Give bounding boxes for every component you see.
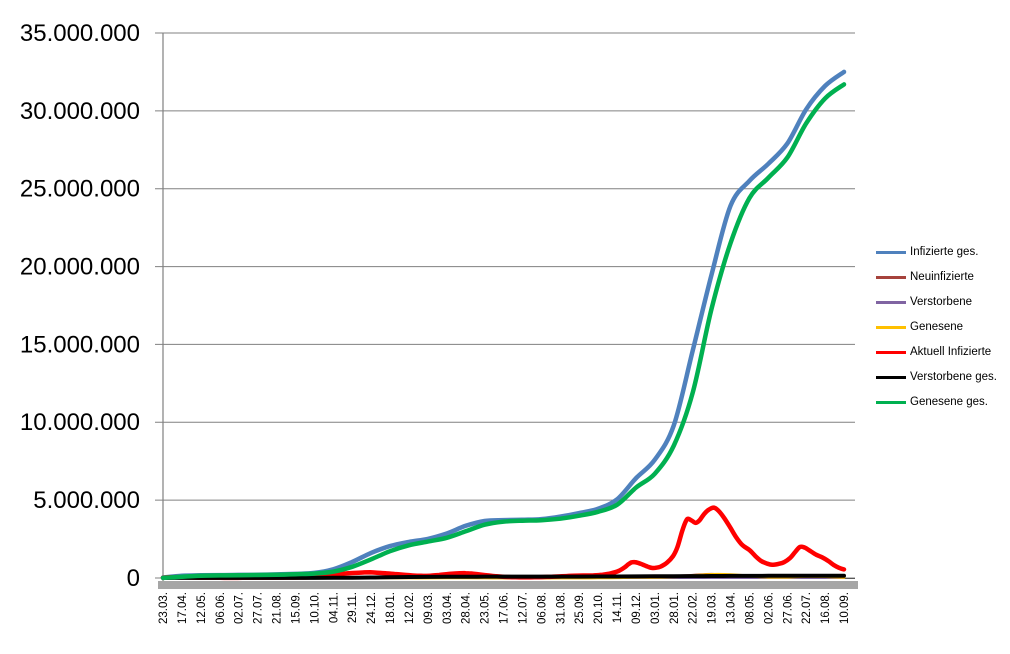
- legend-item: Infizierte ges.: [876, 240, 997, 265]
- legend-label: Infizierte ges.: [910, 246, 979, 258]
- x-axis-tick-label: 31.08.: [555, 592, 567, 624]
- legend-item: Genesene ges.: [876, 390, 997, 415]
- x-axis-tick-label: 20.10.: [593, 592, 605, 624]
- y-axis-tick-label: 5.000.000: [33, 487, 140, 514]
- x-axis-tick-label: 10.09.: [839, 592, 851, 624]
- legend-line-swatch: [876, 401, 906, 404]
- x-axis-tick-label: 12.07.: [517, 592, 529, 624]
- legend-line-swatch: [876, 351, 906, 354]
- y-axis-tick-label: 0: [127, 565, 140, 592]
- series-line-infizierte-ges: [160, 69, 847, 580]
- x-axis-tick-label: 14.11.: [612, 592, 624, 623]
- chart-legend: Infizierte ges. Neuinfizierte Verstorbene G…: [876, 240, 997, 415]
- y-axis-tick-label: 30.000.000: [20, 98, 140, 125]
- y-axis-tick-label: 35.000.000: [20, 20, 140, 47]
- x-axis-tick-label: 02.06.: [763, 592, 775, 624]
- x-axis-tick-label: 23.03.: [158, 592, 170, 624]
- x-axis-tick-label: 10.10.: [309, 592, 321, 624]
- y-axis-tick-label: 15.000.000: [20, 331, 140, 358]
- x-axis-tick-label: 24.12.: [366, 592, 378, 624]
- x-axis-tick-label: 23.05.: [480, 592, 492, 624]
- x-axis-tick-label: 22.07.: [801, 592, 813, 624]
- x-axis-tick-label: 15.09.: [290, 592, 302, 624]
- x-axis-tick-label: 13.04.: [726, 592, 738, 624]
- legend-item: Verstorbene: [876, 290, 997, 315]
- x-axis-tick-label: 18.01.: [385, 592, 397, 624]
- x-axis-tick-label: 12.05.: [196, 592, 208, 624]
- x-axis-tick-label: 19.03.: [707, 592, 719, 624]
- x-axis-tick-label: 02.07.: [234, 592, 246, 624]
- series-line-genesene-ges: [160, 82, 847, 581]
- x-axis-tick-label: 27.06.: [782, 592, 794, 624]
- x-axis-tick-label: 27.07.: [253, 592, 265, 624]
- legend-item: Neuinfizierte: [876, 265, 997, 290]
- x-axis-tick-label: 03.01.: [650, 592, 662, 624]
- legend-line-swatch: [876, 376, 906, 379]
- legend-item: Aktuell Infizierte: [876, 340, 997, 365]
- legend-line-swatch: [876, 301, 906, 304]
- x-axis-tick-label: 03.04.: [442, 592, 454, 624]
- legend-item: Genesene: [876, 315, 997, 340]
- x-axis-tick-label: 12.02.: [404, 592, 416, 624]
- y-axis-tick-label: 25.000.000: [20, 176, 140, 203]
- x-axis-tick-label: 22.02.: [688, 592, 700, 624]
- y-axis-tick-label: 10.000.000: [20, 409, 140, 436]
- legend-line-swatch: [876, 326, 906, 329]
- x-axis-tick-label: 08.05.: [744, 592, 756, 624]
- x-axis-shadow-bar: [158, 581, 858, 589]
- x-axis-tick-label: 28.04.: [461, 592, 473, 624]
- legend-label: Verstorbene: [910, 296, 973, 308]
- legend-label: Genesene ges.: [910, 396, 989, 408]
- x-axis-tick-label: 06.08.: [536, 592, 548, 624]
- legend-item: Verstorbene ges.: [876, 365, 997, 390]
- legend-label: Neuinfizierte: [910, 271, 974, 283]
- y-axis-tick-label: 20.000.000: [20, 253, 140, 280]
- legend-label: Aktuell Infizierte: [910, 346, 992, 358]
- x-axis-tick-label: 28.01.: [669, 592, 681, 624]
- x-axis-tick-label: 06.06.: [215, 592, 227, 624]
- x-axis-tick-label: 29.11.: [347, 592, 359, 623]
- x-axis-tick-label: 04.11.: [328, 592, 340, 623]
- series-line-verstorbene-ges: [161, 573, 846, 580]
- x-axis-tick-label: 09.12.: [631, 592, 643, 624]
- legend-label: Verstorbene ges.: [910, 371, 997, 383]
- x-axis-tick-label: 17.04.: [177, 592, 189, 624]
- x-axis-tick-label: 21.08.: [272, 592, 284, 624]
- x-axis-tick-label: 09.03.: [423, 592, 435, 624]
- legend-line-swatch: [876, 276, 906, 279]
- x-axis-tick-label: 17.06.: [499, 592, 511, 624]
- x-axis-tick-label: 16.08.: [820, 592, 832, 624]
- legend-line-swatch: [876, 251, 906, 254]
- legend-label: Genesene: [910, 321, 964, 333]
- x-axis-tick-label: 25.09.: [574, 592, 586, 624]
